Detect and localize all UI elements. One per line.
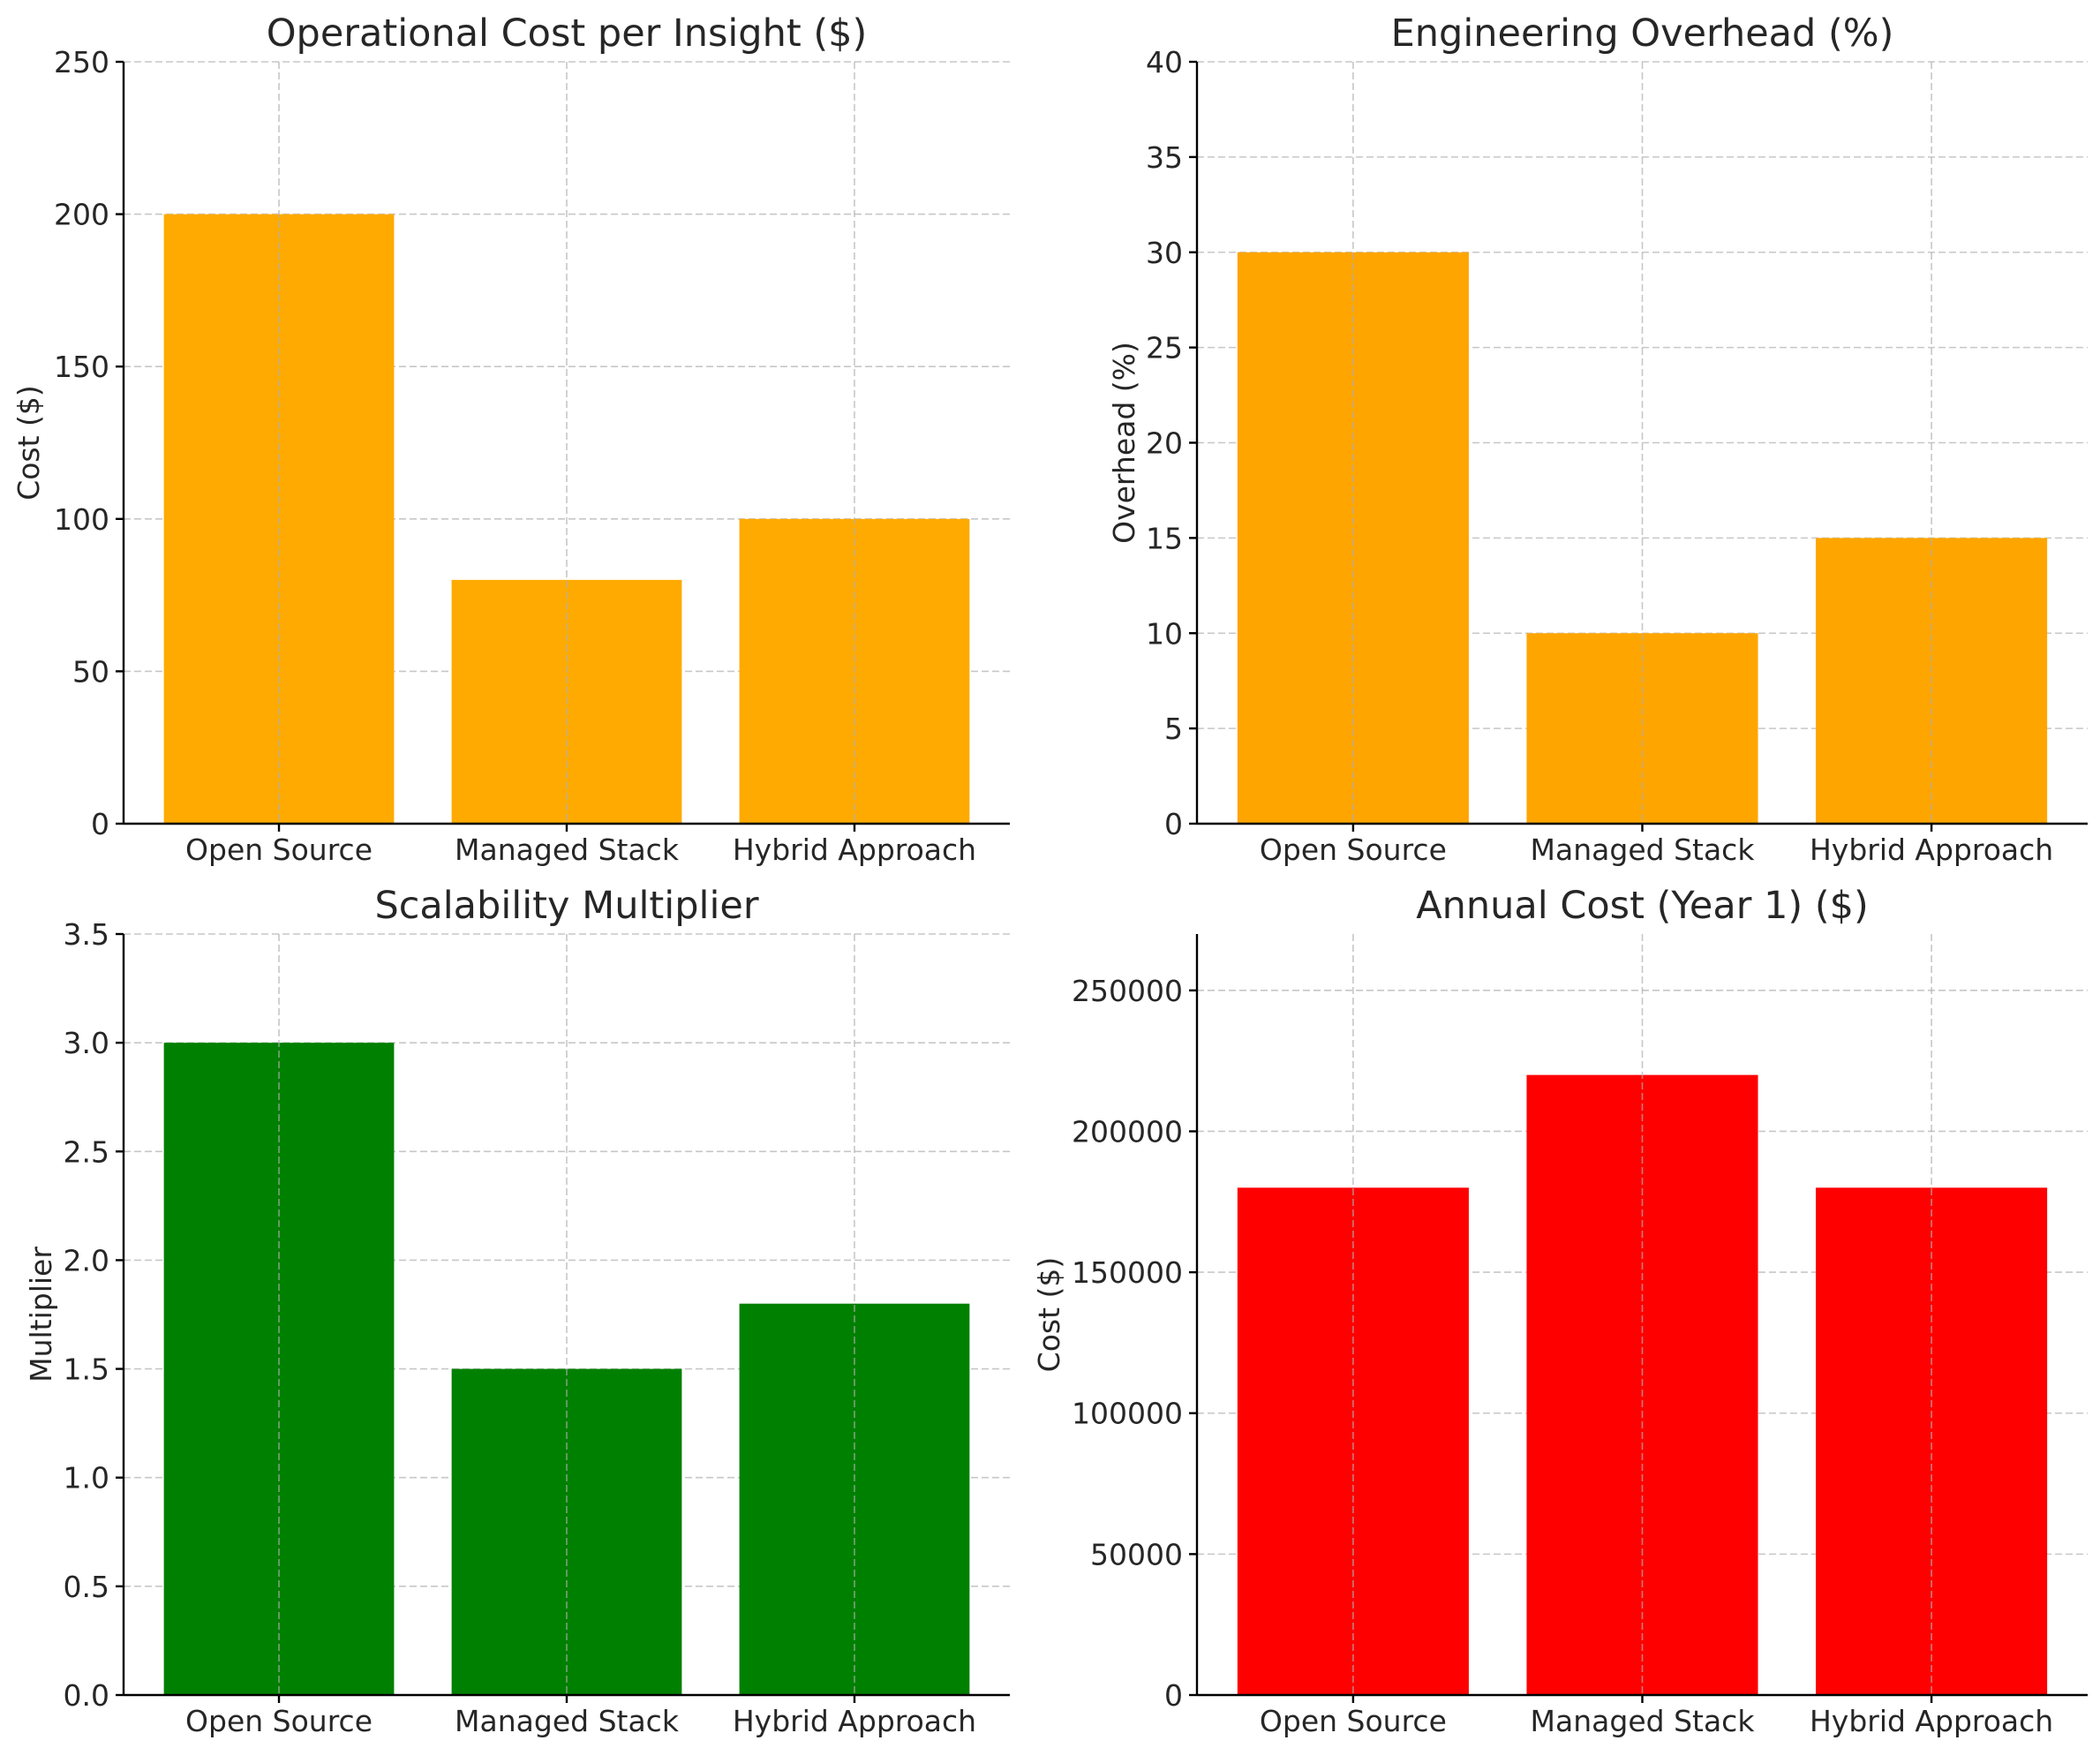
x-tick-label: Open Source [1260, 1704, 1447, 1738]
x-tick-label: Hybrid Approach [1810, 833, 2053, 867]
y-tick-label: 10 [1146, 616, 1183, 651]
y-tick-label: 5 [1164, 712, 1183, 746]
x-tick-label: Open Source [1260, 833, 1447, 867]
y-tick-label: 3.0 [64, 1026, 109, 1060]
y-tick-label: 2.5 [64, 1134, 109, 1169]
y-tick-label: 200 [54, 198, 109, 232]
x-tick-label: Managed Stack [1531, 1704, 1756, 1738]
chart-title-engineering-overhead: Engineering Overhead (%) [1391, 11, 1894, 56]
y-tick-label: 35 [1146, 140, 1183, 175]
y-tick-label: 150000 [1072, 1255, 1183, 1290]
y-tick-label: 0 [1164, 1678, 1183, 1713]
y-tick-label: 3.5 [64, 917, 109, 952]
y-tick-label: 50 [72, 654, 109, 689]
y-tick-label: 0.5 [64, 1570, 109, 1604]
chart-title-scalability-multiplier: Scalability Multiplier [374, 884, 758, 928]
y-tick-label: 1.5 [64, 1352, 109, 1387]
x-tick-label: Managed Stack [455, 833, 680, 867]
x-tick-label: Hybrid Approach [733, 1704, 976, 1738]
y-tick-label: 100000 [1072, 1397, 1183, 1431]
y-tick-label: 30 [1146, 236, 1183, 270]
panel-operational-cost: 0 50 100 150 200 250 Open Source Managed Stack H… [11, 11, 1010, 867]
y-tick-label: 0 [91, 807, 109, 841]
x-tick-label: Hybrid Approach [733, 833, 976, 867]
y-axis-label: Cost ($) [1032, 1257, 1066, 1373]
y-axis-label: Multiplier [24, 1247, 58, 1383]
bar-hybrid-approach [1816, 1187, 2048, 1695]
y-tick-label: 0.0 [64, 1678, 109, 1713]
y-tick-label: 1.0 [64, 1461, 109, 1496]
y-tick-label: 20 [1146, 426, 1183, 461]
y-tick-label: 250000 [1072, 974, 1183, 1008]
x-tick-label: Open Source [185, 1704, 373, 1738]
y-tick-label: 15 [1146, 521, 1183, 555]
bar-managed-stack [1526, 633, 1758, 824]
x-tick-label: Open Source [185, 833, 373, 867]
chart-title-annual-cost: Annual Cost (Year 1) ($) [1416, 884, 1869, 928]
panel-scalability-multiplier: 0.0 0.5 1.0 1.5 2.0 2.5 3.0 3.5 Open Source Manag… [24, 884, 1010, 1738]
x-tick-label: Managed Stack [455, 1704, 680, 1738]
y-axis-label: Cost ($) [11, 385, 46, 501]
y-tick-label: 150 [54, 350, 109, 384]
y-axis-label: Overhead (%) [1107, 342, 1141, 544]
bar-open-source [1237, 252, 1469, 824]
chart-title-operational-cost: Operational Cost per Insight ($) [267, 11, 868, 56]
panel-annual-cost: 0 50000 100000 150000 200000 250000 Open Sourc… [1032, 884, 2088, 1738]
y-tick-label: 0 [1164, 807, 1183, 841]
y-tick-label: 25 [1146, 331, 1183, 365]
y-tick-label: 50000 [1090, 1537, 1183, 1571]
x-tick-label: Hybrid Approach [1810, 1704, 2053, 1738]
panel-engineering-overhead: 0 5 10 15 20 25 30 35 40 Open Source Managed Stack… [1107, 11, 2088, 867]
x-tick-label: Managed Stack [1531, 833, 1756, 867]
y-tick-label: 250 [54, 45, 109, 79]
y-tick-label: 2.0 [64, 1243, 109, 1277]
y-tick-label: 40 [1146, 45, 1183, 79]
y-tick-label: 200000 [1072, 1114, 1183, 1149]
y-tick-label: 100 [54, 502, 109, 537]
bar-open-source [1237, 1187, 1469, 1695]
